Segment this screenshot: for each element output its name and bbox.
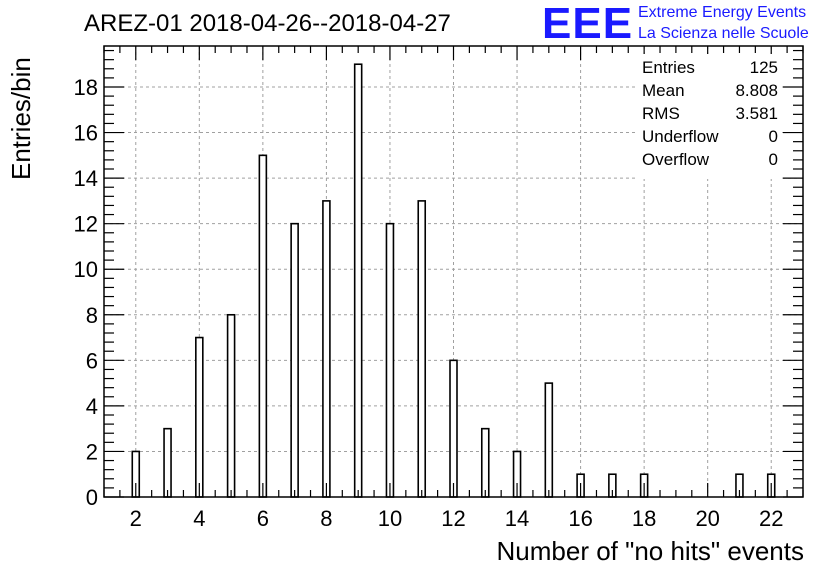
y-axis-label: Entries/bin: [6, 57, 36, 180]
histogram-bar: [290, 222, 299, 498]
stat-label: RMS: [642, 104, 680, 123]
histogram-bar: [417, 200, 427, 498]
histogram-bar: [226, 313, 236, 498]
x-tick-label: 22: [759, 506, 783, 531]
x-tick-label: 16: [568, 506, 592, 531]
x-tick-labels: 2 4 6 8 10 12 14 16 18 20 22: [130, 506, 784, 531]
x-axis-label: Number of "no hits" events: [496, 536, 805, 566]
y-tick-label: 18: [74, 75, 98, 100]
x-tick-label: 6: [257, 506, 269, 531]
stat-rms: RMS 3.581: [642, 104, 778, 127]
histogram-bar: [449, 359, 458, 498]
stat-value: 3.581: [735, 104, 778, 123]
stat-label: Overflow: [642, 150, 710, 169]
axis-ticks: [103, 46, 804, 498]
stat-label: Underflow: [642, 127, 719, 146]
histogram-bar: [163, 427, 172, 498]
y-tick-labels: 0 2 4 6 8 10 12 14 16 18: [74, 75, 98, 510]
y-tick-label: 16: [74, 121, 98, 146]
stat-entries: Entries 125: [642, 58, 778, 81]
stat-underflow: Underflow 0: [642, 127, 778, 150]
stat-mean: Mean 8.808: [642, 81, 778, 104]
y-tick-label: 6: [86, 348, 98, 373]
eee-logo: EEE: [542, 0, 634, 48]
y-tick-label: 14: [74, 166, 98, 191]
x-tick-label: 10: [378, 506, 402, 531]
y-tick-label: 12: [74, 212, 98, 237]
x-tick-label: 8: [320, 506, 332, 531]
x-tick-label: 2: [130, 506, 142, 531]
x-tick-label: 20: [695, 506, 719, 531]
x-tick-label: 12: [441, 506, 465, 531]
stat-value: 8.808: [735, 81, 778, 100]
y-tick-label: 4: [86, 394, 98, 419]
histogram-bar: [480, 427, 490, 498]
histogram-bars: [131, 63, 776, 498]
stat-value: 125: [749, 58, 778, 77]
stat-value: 0: [768, 127, 778, 146]
stat-value: 0: [768, 150, 778, 169]
y-tick-label: 10: [74, 257, 98, 282]
logo-line-2: La Scienza nelle Scuole: [638, 25, 809, 42]
y-tick-label: 8: [86, 303, 98, 328]
stats-box: Entries 125 Mean 8.808 RMS 3.581 Underfl…: [636, 54, 782, 179]
stat-overflow: Overflow 0: [642, 150, 778, 173]
histogram-bar: [353, 63, 363, 498]
histogram-bar: [258, 154, 268, 498]
chart-title: AREZ-01 2018-04-26--2018-04-27: [84, 10, 451, 37]
x-tick-label: 18: [632, 506, 656, 531]
histogram-bar: [322, 200, 331, 498]
histogram-bar: [195, 336, 204, 498]
x-tick-label: 4: [193, 506, 205, 531]
stat-label: Entries: [642, 58, 695, 77]
stat-label: Mean: [642, 81, 685, 100]
logo-line-1: Extreme Energy Events: [638, 4, 807, 21]
x-tick-label: 14: [505, 506, 529, 531]
histogram-bar: [385, 222, 395, 498]
histogram-bar: [544, 382, 554, 498]
y-tick-label: 2: [86, 439, 98, 464]
y-tick-label: 0: [86, 485, 98, 510]
